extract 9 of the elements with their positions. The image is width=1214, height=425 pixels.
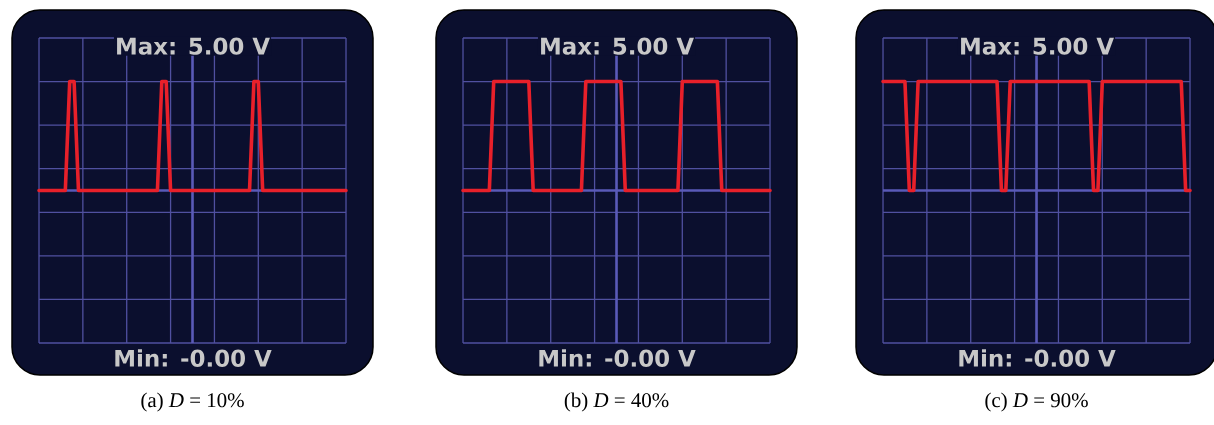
x-axis-title: (b) D = 40% [564, 392, 669, 412]
x-axis-title: (c) D = 90% [985, 392, 1088, 412]
chart-title: Max: 5.00 V [117, 37, 270, 55]
x-axis-title: (a) D = 10% [141, 392, 244, 412]
text: Min: -0.00 V [115, 349, 272, 367]
chart-title: Max: 5.00 V [961, 37, 1114, 55]
chart-title: Max: 5.00 V [541, 37, 694, 55]
text: Min: -0.00 V [539, 349, 696, 367]
text: Min: -0.00 V [959, 349, 1116, 367]
